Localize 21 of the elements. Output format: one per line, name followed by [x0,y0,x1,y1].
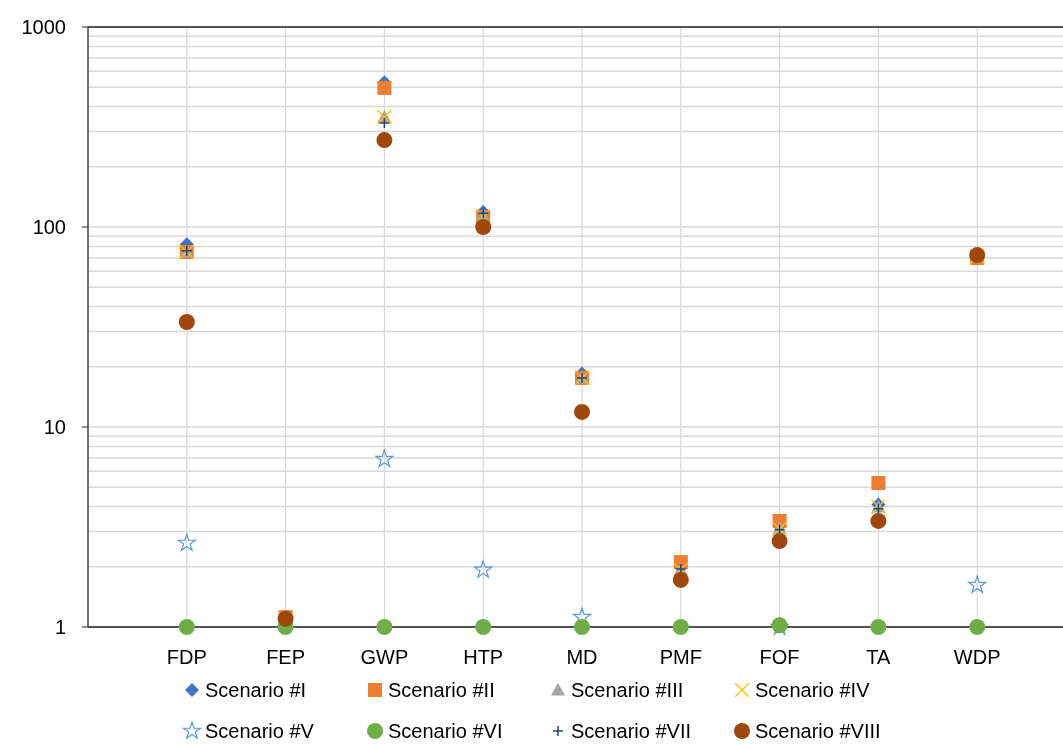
y-tick-label: 100 [32,216,66,238]
x-tick-label: FEP [266,646,306,668]
y-tick-label: 1000 [21,16,66,38]
y-tick-label: 1 [54,616,66,638]
x-tick-label: GWP [360,646,409,668]
legend-label: Scenario #V [205,720,315,742]
legend-label: Scenario #IV [755,679,871,701]
legend-label: Scenario #III [571,679,684,701]
x-tick-label: FDP [166,646,207,668]
x-tick-label: TA [866,646,892,668]
legend-label: Scenario #II [388,679,495,701]
legend-label: Scenario #VI [388,720,503,742]
y-tick-label: 10 [43,416,66,438]
x-tick-label: PMF [659,646,702,668]
x-tick-label: MD [566,646,598,668]
legend-label: Scenario #VIII [755,720,881,742]
x-tick-label: FOF [759,646,800,668]
x-tick-label: HTP [463,646,504,668]
legend-label: Scenario #I [205,679,307,701]
legend-label: Scenario #VII [571,720,692,742]
x-tick-label: WDP [953,646,1001,668]
